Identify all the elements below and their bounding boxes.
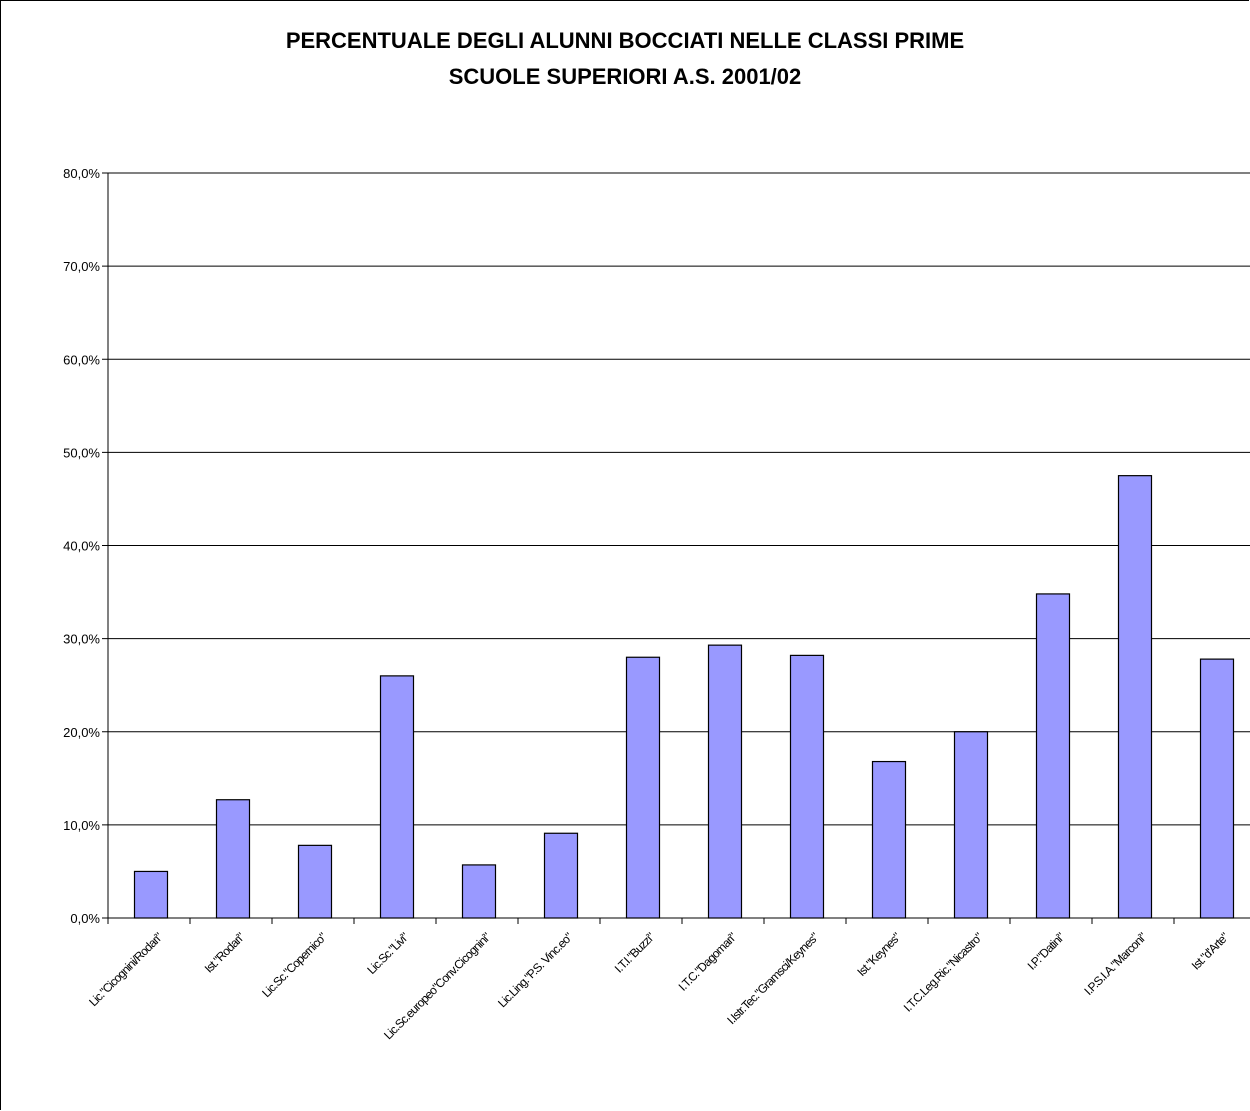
bar — [1117, 475, 1153, 919]
y-tick-label: 60,0% — [63, 352, 100, 367]
bar — [461, 864, 497, 919]
x-tick-label: I.T.C.Leg.Ric."Nicastro" — [901, 930, 986, 1015]
bar — [1035, 593, 1071, 919]
x-tick-label: Lic.Sc."Copernico" — [259, 930, 329, 1000]
bar — [215, 799, 251, 919]
x-tick-label: I.Istr.Tec."Gramsci/Keynes" — [724, 930, 821, 1027]
chart-title-line2: SCUOLE SUPERIORI A.S. 2001/02 — [448, 64, 802, 89]
bar — [625, 656, 661, 919]
x-tick-label: Ist."Keynes" — [854, 930, 903, 979]
x-tick-label: Lic.Ling."P.S. Vinc.eo" — [495, 930, 575, 1010]
chart-title-line1: PERCENTUALE DEGLI ALUNNI BOCCIATI NELLE … — [285, 28, 965, 53]
y-tick-label: 10,0% — [63, 818, 100, 833]
y-tick-label: 30,0% — [63, 632, 100, 647]
x-tick-label: I.P.S.I.A."Marconi" — [1081, 930, 1149, 998]
x-tick-label: Lic.Sc."Livi" — [364, 930, 411, 977]
y-tick-label: 20,0% — [63, 725, 100, 740]
bar — [789, 654, 825, 919]
y-tick-label: 40,0% — [63, 539, 100, 554]
x-tick-label: I.T.I."Buzzi" — [612, 930, 658, 976]
bar — [871, 760, 907, 919]
bar — [1199, 658, 1235, 919]
bar — [953, 731, 989, 919]
x-tick-label: I.P."Datini" — [1025, 930, 1068, 973]
x-tick-label: Ist."Rodari" — [202, 930, 248, 976]
bar — [133, 870, 169, 919]
bar — [297, 844, 333, 919]
y-tick-label: 50,0% — [63, 445, 100, 460]
y-tick-label: 0,0% — [70, 911, 100, 926]
bar — [543, 832, 579, 919]
x-tick-label: I.T.C."Dagomari" — [676, 930, 740, 994]
bar — [707, 644, 743, 919]
x-tick-label: Ist."d'Arte" — [1189, 930, 1232, 973]
y-tick-label: 70,0% — [63, 259, 100, 274]
y-tick-label: 80,0% — [63, 166, 100, 181]
x-tick-label: Lic."Cicognini/Rodari" — [86, 930, 165, 1009]
bar — [379, 675, 415, 919]
